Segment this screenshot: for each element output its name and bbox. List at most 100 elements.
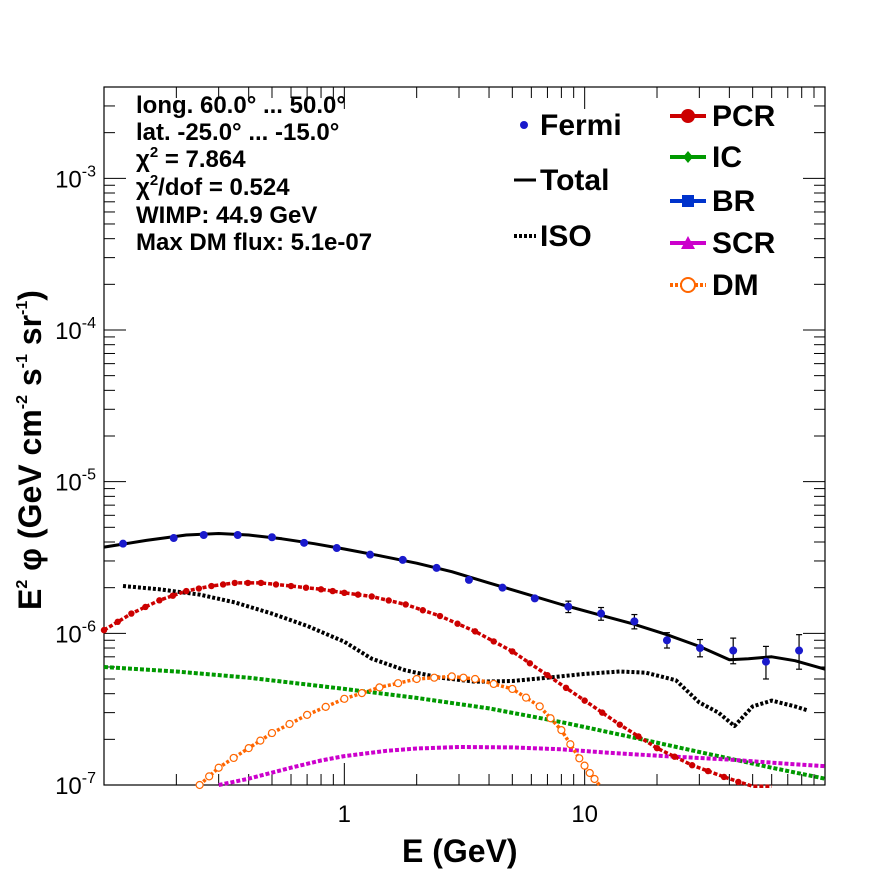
pcr-marker [244,579,252,587]
y-tick-label: 10-5 [55,467,96,497]
info-longitude: long. 60.0° ... 50.0° [136,92,346,119]
fit-info: long. 60.0° ... 50.0° lat. -25.0° ... -1… [136,92,372,256]
fermi-point [199,530,208,539]
dm-marker [214,763,223,772]
pcr-marker [114,618,121,626]
pcr-marker [231,579,238,587]
axis-ticks [103,86,825,786]
pcr-marker [704,767,712,775]
pcr-marker [688,762,696,769]
info-chi2: χ2 = 7.864 [136,144,246,173]
x-tick-label: 10 [571,801,598,828]
fermi-point [795,646,804,655]
legend-fermi-label: Fermi [540,109,622,142]
dm-marker [412,674,421,684]
fermi-point [300,538,309,547]
info-latitude: lat. -25.0° ... -15.0° [136,119,339,146]
pcr-marker [509,648,516,655]
dm-marker [470,674,480,684]
pcr-marker [419,607,427,614]
fermi-point [696,644,705,653]
pcr-marker [302,584,310,591]
dm-marker [195,780,204,790]
legend-ic-label: IC [712,141,742,174]
scr-curve [218,745,826,787]
info-max-dm: Max DM flux: 5.1e-07 [136,229,372,256]
dm-marker [229,753,238,763]
pcr-marker [544,671,551,679]
pcr-marker [671,753,678,760]
legend-scr-marker [681,236,695,249]
pcr-marker [526,660,534,667]
model-curves [100,532,826,790]
dm-marker [256,736,265,745]
dm-marker [459,673,468,682]
fermi-point [432,563,441,572]
dm-marker [535,702,544,711]
pcr-marker [599,709,606,716]
pcr-marker [490,638,497,645]
pcr-marker [272,581,280,588]
legend-left: Fermi Total ISO [514,109,622,253]
y-tick-label: 10-7 [55,770,96,800]
dm-marker [244,744,253,753]
dm-marker [580,761,589,770]
pcr-marker [100,626,108,634]
legend-ic-marker [683,151,693,163]
pcr-marker [402,601,409,608]
legend-dm-label: DM [712,269,759,302]
dm-marker [303,710,312,719]
fermi-point [267,533,276,542]
pcr-marker [287,582,295,590]
pcr-marker [219,581,227,588]
dm-marker [508,684,517,694]
dm-marker [357,689,366,698]
fermi-point [233,530,242,539]
pcr-marker [142,603,149,611]
fermi-point [564,602,573,611]
pcr-marker [385,597,392,604]
dm-marker [267,728,277,738]
fermi-point [761,657,770,666]
dm-curve [198,674,601,787]
pcr-marker [653,744,661,752]
dm-marker [340,694,349,703]
pcr-marker [169,592,177,599]
pcr-marker [195,585,203,592]
pcr-marker [635,733,642,740]
pcr-marker [183,587,190,595]
pcr-marker [735,778,742,786]
total-curve [103,532,826,671]
fermi-point [662,636,671,645]
pcr-marker [257,579,265,587]
legend-right: PCR IC BR SCR DM [670,100,776,302]
dm-marker [375,683,384,692]
dm-marker [285,719,294,729]
fermi-point [169,534,178,543]
x-tick-label: 1 [338,801,351,828]
fermi-point [597,609,606,618]
legend-pcr-marker [681,109,695,123]
dm-marker [557,726,566,735]
dm-marker [546,714,555,723]
fermi-point [630,617,639,626]
info-wimp: WIMP: 44.9 GeV [136,202,317,229]
pcr-marker [436,612,444,620]
pcr-marker [562,684,570,692]
pcr-marker [208,582,215,590]
legend-br-label: BR [712,185,756,218]
dm-marker [205,772,214,781]
y-tick-label: 10-4 [55,315,96,345]
dm-marker [575,754,584,763]
legend-iso-label: ISO [540,220,592,253]
dm-marker [393,679,403,688]
fermi-point [729,646,738,655]
y-axis-title: E2 φ (GeV cm-2 s-1 sr-1) [12,290,48,610]
dm-marker [489,679,498,689]
pcr-marker [471,628,479,635]
pcr-marker [581,697,588,704]
pcr-marker [329,587,336,595]
legend-fermi-marker [520,121,528,129]
legend-dm-marker [680,277,696,293]
